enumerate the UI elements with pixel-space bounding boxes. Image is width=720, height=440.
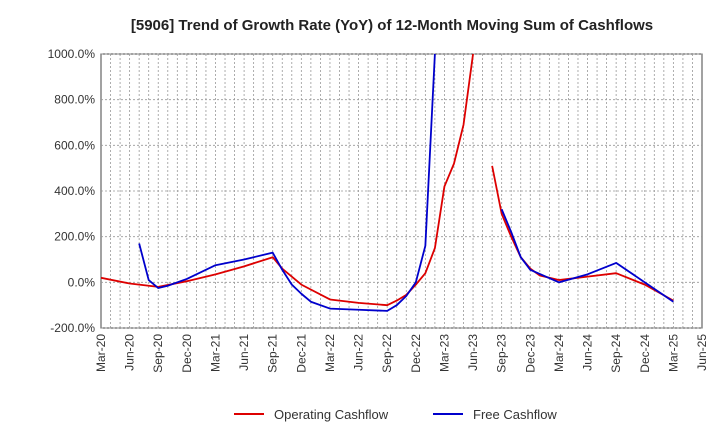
chart-grid — [100, 53, 703, 329]
x-tick-label: Sep-24 — [609, 334, 623, 373]
y-tick-label: 1000.0% — [48, 47, 96, 61]
x-tick-label: Mar-25 — [666, 334, 680, 372]
x-tick-label: Mar-20 — [94, 334, 108, 372]
x-tick-label: Jun-20 — [123, 334, 137, 371]
y-axis: 1000.0% 800.0% 600.0% 400.0% 200.0% 0.0% -200.… — [48, 47, 96, 335]
legend: Operating Cashflow Free Cashflow — [234, 407, 557, 422]
legend-label-1: Free Cashflow — [473, 407, 557, 422]
x-tick-label: Jun-25 — [695, 334, 709, 371]
x-tick-label: Jun-22 — [352, 334, 366, 371]
x-tick-label: Sep-22 — [380, 334, 394, 373]
x-tick-label: Sep-20 — [151, 334, 165, 373]
x-tick-label: Dec-24 — [638, 334, 652, 373]
legend-label-0: Operating Cashflow — [274, 407, 389, 422]
y-tick-label: -200.0% — [50, 321, 95, 335]
y-tick-label: 400.0% — [54, 184, 95, 198]
x-tick-label: Mar-23 — [437, 334, 451, 372]
y-tick-label: 0.0% — [68, 275, 96, 289]
x-tick-label: Dec-21 — [294, 334, 308, 373]
chart-title: [5906] Trend of Growth Rate (YoY) of 12-… — [131, 17, 653, 34]
series-1 — [138, 54, 674, 312]
x-tick-label: Mar-24 — [552, 334, 566, 372]
x-tick-label: Jun-24 — [581, 334, 595, 371]
y-tick-label: 600.0% — [54, 138, 95, 152]
x-tick-label: Jun-23 — [466, 334, 480, 371]
x-tick-label: Dec-22 — [409, 334, 423, 373]
plot-area — [101, 54, 674, 312]
series-line-1-segment-1 — [500, 208, 674, 303]
x-tick-label: Mar-22 — [323, 334, 337, 372]
series-line-0-segment-1 — [491, 165, 674, 302]
x-tick-label: Dec-23 — [523, 334, 537, 373]
series-line-0-segment-0 — [101, 54, 474, 307]
series-line-1-segment-0 — [138, 54, 436, 312]
x-tick-label: Sep-21 — [266, 334, 280, 373]
x-tick-label: Mar-21 — [208, 334, 222, 372]
series-0 — [101, 54, 674, 307]
x-tick-label: Dec-20 — [180, 334, 194, 373]
y-tick-label: 800.0% — [54, 93, 95, 107]
x-axis: Mar-20 Jun-20 Sep-20 Dec-20 Mar-21 Jun-21 Sep-… — [94, 334, 709, 373]
y-tick-label: 200.0% — [54, 230, 95, 244]
x-tick-label: Sep-23 — [495, 334, 509, 373]
x-tick-label: Jun-21 — [237, 334, 251, 371]
